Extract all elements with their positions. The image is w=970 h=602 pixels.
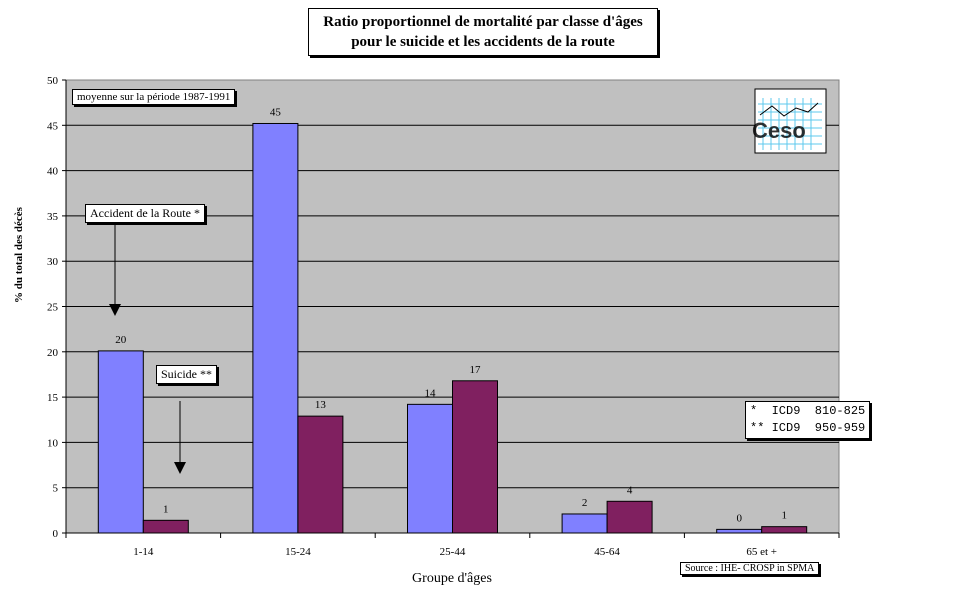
y-tick-label: 30 [47,256,59,268]
icd-note-road: * ICD9 810-825 [750,404,866,418]
x-axis: 1-14 15-24 25-44 45-64 65 et + [65,532,840,558]
y-tick-label: 5 [53,483,59,495]
x-tick-label: 15-24 [285,546,311,558]
data-label: 2 [582,497,588,509]
y-tick-label: 50 [47,75,59,87]
x-axis-label: Groupe d'âges [412,571,492,586]
suicide-annotation: Suicide ** [156,365,217,384]
bar-road [716,528,763,534]
period-note: moyenne sur la période 1987-1991 [72,89,236,105]
source-note: Source : IHE- CROSP in SPMA [680,562,820,575]
data-label: 13 [315,399,327,411]
bar-road [407,403,453,534]
y-tick-label: 40 [47,166,59,178]
y-tick-label: 0 [53,528,59,540]
bar-road [97,350,144,534]
y-axis-label: % du total des décès [13,207,25,303]
bar-road [561,513,608,534]
data-label: 20 [115,334,127,346]
data-label: 1 [163,503,169,515]
y-tick-label: 15 [47,392,59,404]
x-tick-label: 45-64 [594,546,620,558]
x-tick-label: 1-14 [133,546,154,558]
title-line-2: pour le suicide et les accidents de la r… [351,34,615,50]
data-label: 4 [627,484,633,496]
data-label: 45 [270,106,282,118]
icd-notes: * ICD9 810-825 ** ICD9 950-959 [745,401,871,439]
y-tick-label: 10 [47,437,59,449]
bar-suicide [452,380,498,534]
title-line-1: Ratio proportionnel de mortalité par cla… [323,14,643,30]
suicide-arrow-head [174,462,186,474]
icd-note-suicide: ** ICD9 950-959 [750,421,866,435]
bar-suicide [606,500,653,534]
road-arrow-head [109,304,121,316]
y-tick-label: 20 [47,347,59,359]
road-annotation: Accident de la Route * [85,204,205,223]
ceso-logo: Ceso [752,88,827,154]
bar-suicide [761,526,808,534]
bar-road [252,122,299,534]
gridlines [66,124,839,489]
data-label: 14 [425,387,437,399]
x-tick-label: 25-44 [440,546,466,558]
y-axis: 0 5 10 15 20 25 30 35 40 45 50 [47,75,67,540]
data-label: 17 [470,364,482,376]
data-label: 1 [781,510,787,522]
chart-title: Ratio proportionnel de mortalité par cla… [308,8,658,56]
y-tick-label: 35 [47,211,59,223]
data-label: 0 [736,512,742,524]
y-tick-label: 45 [47,120,59,132]
bars: 20 1 45 13 14 17 2 4 0 1 [97,106,808,534]
bar-suicide [297,415,344,534]
x-tick-label: 65 et + [746,546,777,558]
bar-suicide [142,519,189,534]
logo-text: Ceso [752,118,806,143]
y-tick-label: 25 [47,302,59,314]
